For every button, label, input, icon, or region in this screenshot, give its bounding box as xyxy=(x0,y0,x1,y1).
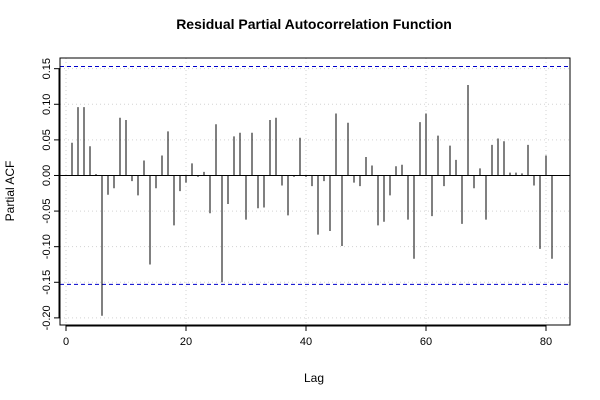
x-axis-label: Lag xyxy=(304,371,324,385)
y-tick-label: -0.05 xyxy=(41,199,53,224)
y-axis-label: Partial ACF xyxy=(3,161,17,222)
y-tick-label: 0.10 xyxy=(41,94,53,115)
y-tick-label: 0.15 xyxy=(41,58,53,79)
x-axis: 0 20 40 60 80 xyxy=(63,325,552,348)
x-tick-label: 20 xyxy=(180,336,192,348)
y-tick-label: -0.20 xyxy=(41,305,53,330)
y-tick-label: -0.15 xyxy=(41,270,53,295)
x-tick-label: 0 xyxy=(63,336,69,348)
x-tick-label: 60 xyxy=(420,336,432,348)
x-tick-label: 80 xyxy=(540,336,552,348)
y-tick-label: -0.10 xyxy=(41,234,53,259)
y-tick-label: 0.05 xyxy=(41,129,53,150)
y-axis: -0.20 -0.15 -0.10 -0.05 0.00 0.05 0.10 0.15 xyxy=(41,58,60,330)
plot-frame xyxy=(59,57,571,326)
chart-title: Residual Partial Autocorrelation Functio… xyxy=(176,16,452,32)
x-tick-label: 40 xyxy=(300,336,312,348)
grid-lines xyxy=(60,58,570,325)
confidence-bounds xyxy=(60,66,570,285)
y-tick-label: 0.00 xyxy=(41,165,53,186)
pacf-bars xyxy=(71,85,553,316)
